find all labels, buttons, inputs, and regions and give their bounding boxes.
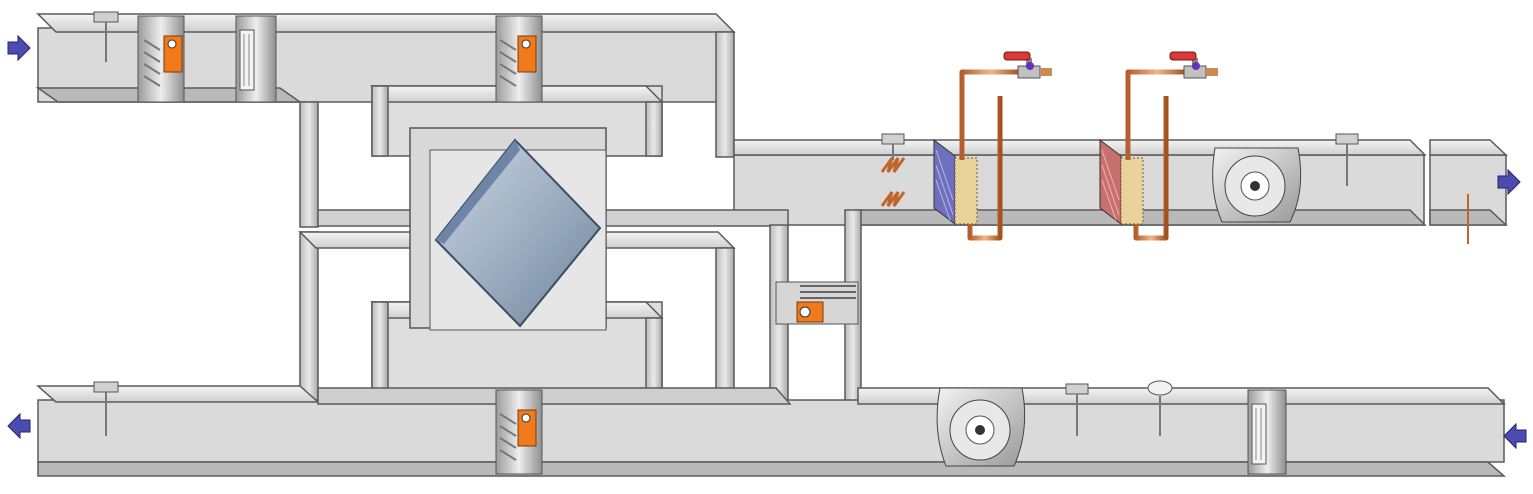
cooling-coil[interactable] [933,138,978,226]
supply-air-outlet [1497,168,1521,196]
temp-sensor-supply-2 [1335,133,1359,186]
valve-heating[interactable] [1169,51,1218,79]
temp-sensor-supply-1 [881,133,905,160]
pipework [959,69,1216,241]
filter-outdoor-air[interactable] [235,15,277,103]
sensors[interactable] [93,11,1469,436]
extract-fan[interactable] [936,387,1026,467]
arrow-left-icon [7,412,31,440]
temp-sensor-extract [1065,383,1089,436]
arrow-right-icon [1497,168,1521,196]
filter-extract[interactable] [1247,389,1287,475]
valve-cooling[interactable] [1003,51,1052,79]
temp-sensor-exhaust [93,381,119,436]
supply-fan[interactable] [1212,147,1302,223]
exhaust-air-outlet [7,412,31,440]
recirculation-damper[interactable] [775,281,859,325]
valve-icon [1003,51,1031,61]
valve-icon [1169,51,1197,61]
temp-sensor-outdoor [93,11,119,62]
extract-air-inlet [1503,422,1527,450]
damper-outdoor-air[interactable] [137,15,185,103]
damper-exhaust[interactable] [495,389,543,475]
preheater-coil [880,157,906,207]
plate-heat-exchanger-icon [434,138,602,328]
duct-left-rise [299,231,319,403]
duct-left-drop [299,101,319,228]
arrow-right-icon [7,34,31,62]
heating-coil[interactable] [1099,138,1144,226]
damper-bypass-upper[interactable] [495,15,543,103]
heat-exchanger[interactable] [409,127,607,331]
arrow-left-icon [1503,422,1527,450]
humidity-sensor-extract [1147,380,1173,436]
outdoor-air-inlet [7,34,31,62]
duct-top-right-vertical [715,31,735,158]
